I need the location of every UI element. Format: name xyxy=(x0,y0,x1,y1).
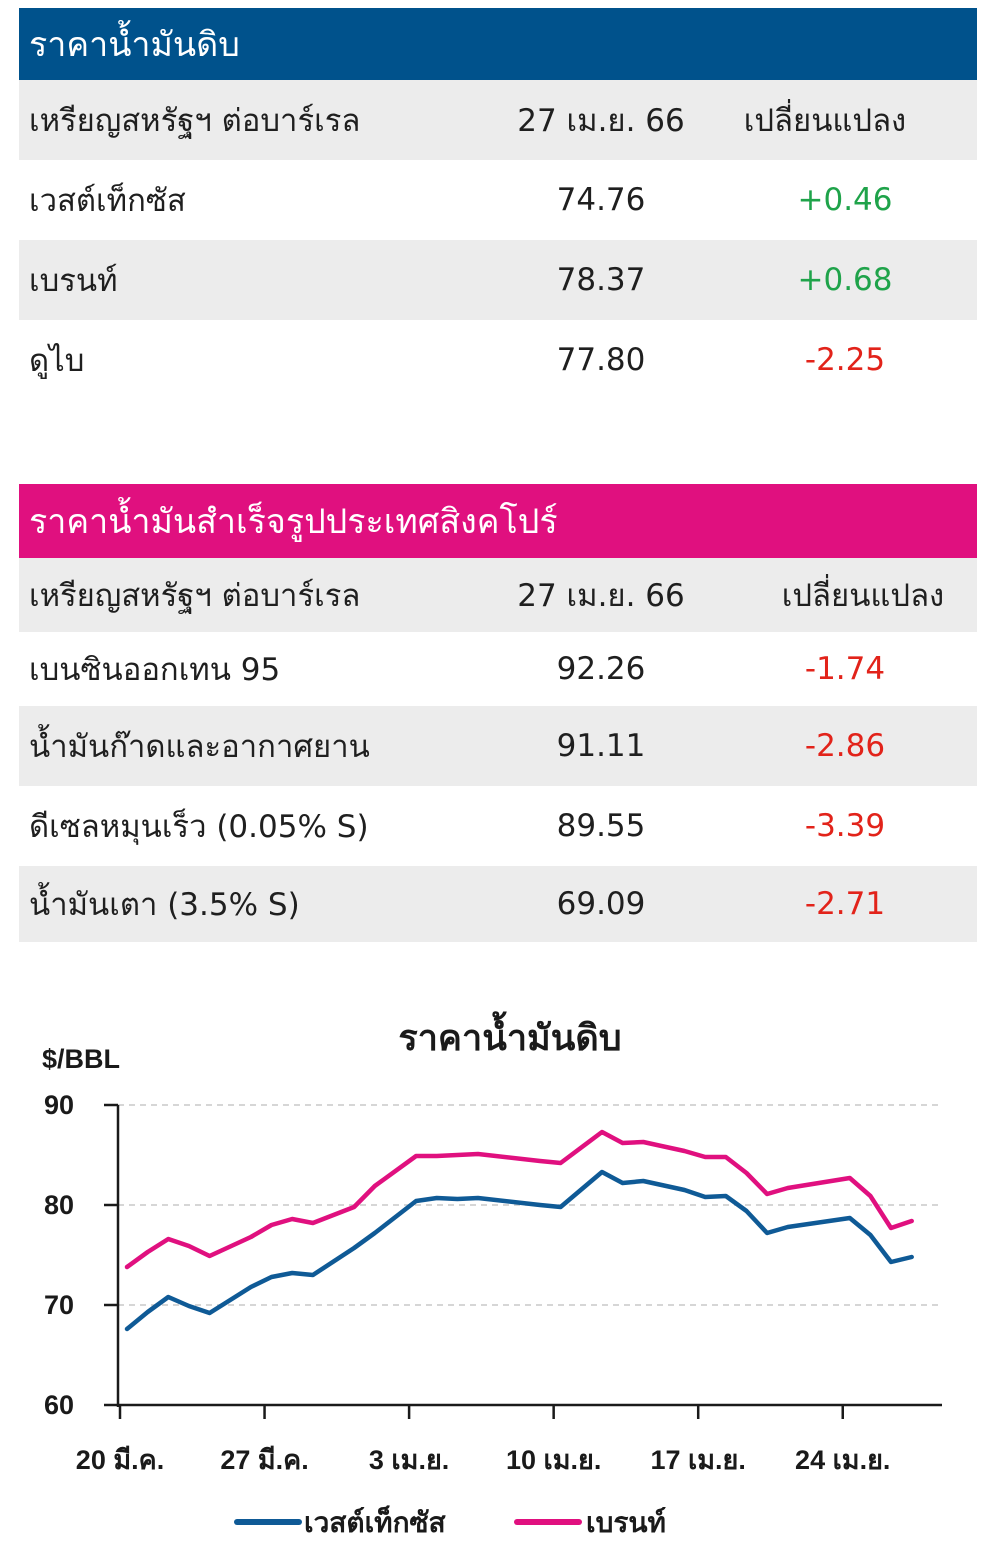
price-value: 69.09 xyxy=(556,886,646,922)
table-row: เบรนท์ 78.37 +0.68 xyxy=(19,240,977,320)
table-row: น้ำมันก๊าดและอากาศยาน 91.11 -2.86 xyxy=(19,706,977,786)
table-row: ดูไบ 77.80 -2.25 xyxy=(19,320,977,400)
change-value: -2.25 xyxy=(804,342,886,378)
header-date: 27 เม.ย. 66 xyxy=(517,103,685,139)
refined-oil-header-row: เหรียญสหรัฐฯ ต่อบาร์เรล 27 เม.ย. 66 เปลี… xyxy=(19,558,977,632)
change-value: -2.71 xyxy=(804,886,886,922)
crude-oil-table-title: ราคาน้ำมันดิบ xyxy=(19,8,977,80)
product-name: เวสต์เท็กซัส xyxy=(29,183,186,219)
series-line-brent xyxy=(124,1129,914,1270)
change-value: +0.46 xyxy=(797,182,893,218)
refined-oil-title-text: ราคาน้ำมันสำเร็จรูปประเทศสิงคโปร์ xyxy=(29,502,558,542)
price-value: 78.37 xyxy=(556,262,646,298)
change-value: -2.86 xyxy=(804,728,886,764)
table-row: ดีเซลหมุนเร็ว (0.05% S) 89.55 -3.39 xyxy=(19,786,977,866)
table-row: เวสต์เท็กซัส 74.76 +0.46 xyxy=(19,160,977,240)
product-name: ดูไบ xyxy=(29,343,85,379)
x-tick-label: 17 เม.ย. xyxy=(651,1445,746,1475)
header-unit: เหรียญสหรัฐฯ ต่อบาร์เรล xyxy=(29,103,361,139)
legend-label: เบรนท์ xyxy=(586,1507,666,1538)
y-axis-label: $/BBL xyxy=(42,1044,120,1074)
product-name: น้ำมันเตา (3.5% S) xyxy=(29,887,300,923)
legend: เวสต์เท็กซัส เบรนท์ xyxy=(234,1505,666,1538)
header-date: 27 เม.ย. 66 xyxy=(517,578,685,614)
table-row: เบนซินออกเทน 95 92.26 -1.74 xyxy=(19,632,977,706)
chart-title: ราคาน้ำมันดิบ xyxy=(398,1011,621,1058)
crude-oil-header-row: เหรียญสหรัฐฯ ต่อบาร์เรล 27 เม.ย. 66 เปลี… xyxy=(19,80,977,160)
x-tick-label: 24 เม.ย. xyxy=(795,1445,890,1475)
change-value: -3.39 xyxy=(804,808,886,844)
header-change: เปลี่ยนแปลง xyxy=(781,578,945,614)
refined-oil-table-title: ราคาน้ำมันสำเร็จรูปประเทศสิงคโปร์ xyxy=(19,484,977,558)
crude-oil-table: ราคาน้ำมันดิบ เหรียญสหรัฐฯ ต่อบาร์เรล 27… xyxy=(19,8,977,400)
axes: 60 70 80 90 20 มี.ค. 27 มี.ค. 3 เม.ย. 10 เม.ย. 1… xyxy=(44,1090,942,1475)
table-row: น้ำมันเตา (3.5% S) 69.09 -2.71 xyxy=(19,866,977,942)
y-tick-label: 60 xyxy=(44,1390,74,1420)
y-tick-label: 80 xyxy=(44,1190,74,1220)
series-lines xyxy=(124,1129,914,1332)
x-tick-label: 27 มี.ค. xyxy=(220,1445,308,1475)
legend-label: เวสต์เท็กซัส xyxy=(304,1505,447,1538)
price-value: 92.26 xyxy=(556,651,646,687)
x-tick-label: 10 เม.ย. xyxy=(506,1445,601,1475)
crude-oil-price-chart: ราคาน้ำมันดิบ $/BBL 60 70 80 90 20 มี.ค. 27 ม… xyxy=(42,1011,942,1538)
product-name: เบรนท์ xyxy=(29,263,118,299)
price-value: 74.76 xyxy=(556,182,646,218)
price-value: 77.80 xyxy=(556,342,646,378)
product-name: เบนซินออกเทน 95 xyxy=(29,652,281,688)
crude-oil-title-text: ราคาน้ำมันดิบ xyxy=(29,25,240,65)
price-value: 91.11 xyxy=(556,728,646,764)
x-tick-label: 20 มี.ค. xyxy=(76,1445,164,1475)
price-value: 89.55 xyxy=(556,808,646,844)
y-tick-label: 90 xyxy=(44,1090,74,1120)
change-value: -1.74 xyxy=(804,651,886,687)
change-value: +0.68 xyxy=(797,262,893,298)
y-tick-label: 70 xyxy=(44,1290,74,1320)
refined-oil-table: ราคาน้ำมันสำเร็จรูปประเทศสิงคโปร์ เหรียญ… xyxy=(19,484,977,942)
x-tick-label: 3 เม.ย. xyxy=(369,1445,449,1475)
header-unit: เหรียญสหรัฐฯ ต่อบาร์เรล xyxy=(29,578,361,614)
product-name: น้ำมันก๊าดและอากาศยาน xyxy=(29,729,370,765)
series-line-wti xyxy=(124,1169,914,1332)
header-change: เปลี่ยนแปลง xyxy=(743,103,907,139)
product-name: ดีเซลหมุนเร็ว (0.05% S) xyxy=(29,809,369,845)
